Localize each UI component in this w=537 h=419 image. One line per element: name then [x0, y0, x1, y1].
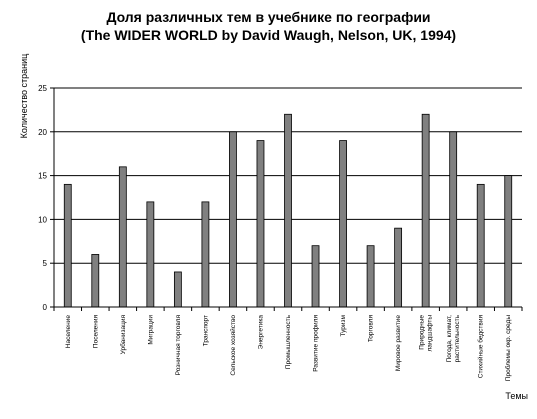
bar [229, 131, 237, 308]
bar [63, 183, 72, 308]
axes [50, 87, 523, 311]
x-category-label: Розничная торговля [175, 315, 182, 376]
x-category-label: Проблемы окр. среды [504, 315, 512, 382]
x-category-label-line: Промышленность [285, 314, 292, 369]
bar-series [63, 113, 513, 308]
bar [311, 245, 320, 308]
x-category-label-line: Миграции [147, 315, 154, 345]
bar [118, 166, 127, 308]
x-category-label: Поселения [92, 315, 99, 349]
x-category-label: Энергетика [257, 315, 264, 350]
bar [146, 201, 155, 308]
x-category-labels: Население Поселения Урбанизация Миграции Роз… [65, 314, 512, 381]
bar [284, 113, 292, 308]
y-tick-label: 5 [43, 259, 48, 268]
x-category-label-line: Развитие профиля [313, 315, 320, 372]
x-category-label-line: Урбанизация [119, 315, 127, 355]
x-category-label: Туризм [340, 314, 347, 336]
x-category-label-line: Стихийные бедствия [477, 315, 485, 379]
x-axis-label: Темы [505, 391, 528, 401]
bar [504, 175, 513, 308]
x-category-label-line: Сельское хозяйство [229, 315, 237, 376]
bar [366, 245, 375, 308]
y-axis-label: Количество страниц [19, 54, 29, 139]
chart-title-line: Доля различных тем в учебнике по географ… [106, 9, 431, 25]
bar [476, 183, 485, 308]
x-category-label: Транспорт [202, 315, 209, 346]
x-category-label-line: Транспорт [202, 315, 209, 346]
bar [339, 140, 347, 308]
y-tick-label: 0 [43, 303, 48, 312]
bar [421, 113, 430, 308]
y-tick-label: 25 [38, 84, 47, 93]
bar [91, 254, 100, 308]
x-category-label-line: Торговля [368, 315, 375, 343]
x-category-label-line: растительность [454, 314, 461, 362]
x-category-label-line: Население [65, 315, 72, 349]
x-category-label-line: Погода, климат, [446, 315, 453, 363]
x-category-label-line: Туризм [340, 314, 347, 336]
x-category-label: Сельское хозяйство [229, 315, 237, 376]
y-tick-label: 10 [38, 215, 47, 224]
bar [173, 271, 182, 308]
x-category-label: Погода, климат, растительность [446, 314, 461, 362]
x-category-label-line: ландшафты [427, 315, 434, 352]
x-category-label: Урбанизация [119, 315, 127, 355]
x-category-label: Природные ландшафты [419, 315, 434, 352]
y-tick-labels: 0 5 10 15 20 25 [38, 84, 47, 312]
x-category-label-line: Проблемы окр. среды [504, 315, 512, 382]
x-category-label-line: Природные [419, 315, 426, 350]
x-category-label: Развитие профиля [313, 315, 320, 372]
y-tick-label: 20 [38, 128, 47, 137]
chart-title: Доля различных тем в учебнике по географ… [0, 8, 537, 44]
y-tick-label: 15 [38, 172, 47, 181]
x-category-label: Миграции [147, 315, 154, 345]
x-category-label: Промышленность [285, 314, 292, 369]
x-category-label-line: Розничная торговля [175, 315, 182, 376]
chart-subtitle-line: (The WIDER WORLD by David Waugh, Nelson,… [80, 27, 457, 43]
x-category-label-line: Поселения [92, 315, 99, 349]
bar [449, 131, 458, 308]
bar [256, 140, 265, 308]
x-category-label: Население [65, 315, 72, 349]
x-category-label-line: Мировое развитие [395, 315, 402, 372]
x-category-label: Стихийные бедствия [477, 315, 485, 379]
bar [394, 227, 403, 308]
bar [201, 201, 210, 308]
x-category-label-line: Энергетика [257, 315, 264, 350]
x-category-label: Мировое развитие [395, 315, 402, 372]
x-category-label: Торговля [368, 315, 375, 343]
